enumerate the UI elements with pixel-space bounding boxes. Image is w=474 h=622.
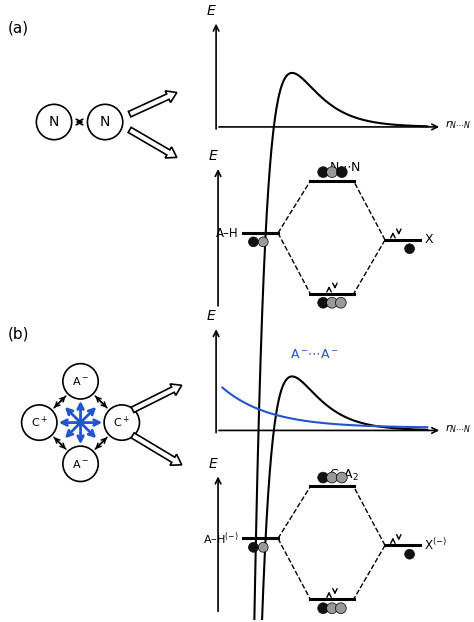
Circle shape xyxy=(327,472,337,483)
Text: E: E xyxy=(209,149,218,163)
Circle shape xyxy=(258,542,268,552)
Circle shape xyxy=(63,364,98,399)
Text: C$^+$: C$^+$ xyxy=(113,415,130,430)
Text: E: E xyxy=(209,457,218,471)
FancyArrow shape xyxy=(128,128,177,158)
Text: $r_\mathregular{N\cdots N}$: $r_\mathregular{N\cdots N}$ xyxy=(445,422,471,435)
Text: C$^+$: C$^+$ xyxy=(31,415,48,430)
Text: $r_\mathregular{N\cdots N}$: $r_\mathregular{N\cdots N}$ xyxy=(445,119,471,131)
Text: N$\cdots$N: N$\cdots$N xyxy=(329,161,361,174)
Circle shape xyxy=(248,542,258,552)
Circle shape xyxy=(87,104,123,140)
Circle shape xyxy=(327,297,337,308)
Circle shape xyxy=(318,297,328,308)
Circle shape xyxy=(36,104,72,140)
Text: E: E xyxy=(207,309,216,323)
Text: (b): (b) xyxy=(8,327,29,341)
Circle shape xyxy=(327,167,337,177)
Text: A$^-$: A$^-$ xyxy=(72,375,89,388)
Text: (a): (a) xyxy=(8,21,29,36)
Text: E: E xyxy=(207,4,216,18)
Circle shape xyxy=(318,472,328,483)
Circle shape xyxy=(337,167,347,177)
Circle shape xyxy=(327,603,337,614)
FancyArrow shape xyxy=(131,384,182,412)
Circle shape xyxy=(318,167,328,177)
Circle shape xyxy=(104,405,139,440)
Text: A$^-$: A$^-$ xyxy=(72,458,89,470)
Text: C$_2$A$_2$: C$_2$A$_2$ xyxy=(329,468,359,483)
Circle shape xyxy=(336,603,346,614)
Circle shape xyxy=(63,446,98,481)
Circle shape xyxy=(258,237,268,247)
Text: A–H$^{(-)}$: A–H$^{(-)}$ xyxy=(203,530,239,547)
Circle shape xyxy=(336,297,346,308)
Circle shape xyxy=(22,405,57,440)
Circle shape xyxy=(405,549,414,559)
Text: N: N xyxy=(100,115,110,129)
Text: X$^{(-)}$: X$^{(-)}$ xyxy=(424,537,447,554)
Text: A$^-\!\cdots$A$^-$: A$^-\!\cdots$A$^-$ xyxy=(290,348,339,361)
FancyArrow shape xyxy=(128,91,177,117)
Text: N: N xyxy=(49,115,59,129)
FancyArrow shape xyxy=(131,433,182,465)
Circle shape xyxy=(337,472,347,483)
Circle shape xyxy=(248,237,258,247)
Text: X: X xyxy=(424,233,433,246)
Text: A–H: A–H xyxy=(216,226,239,239)
Circle shape xyxy=(405,244,414,254)
Circle shape xyxy=(318,603,328,614)
